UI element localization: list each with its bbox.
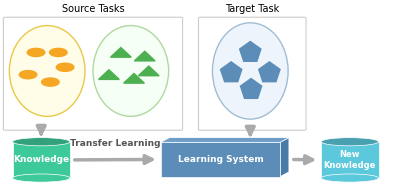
Circle shape bbox=[42, 78, 59, 86]
Text: Target Task: Target Task bbox=[225, 4, 279, 13]
Ellipse shape bbox=[321, 138, 379, 146]
Ellipse shape bbox=[12, 174, 70, 182]
Circle shape bbox=[27, 48, 45, 56]
Ellipse shape bbox=[213, 23, 288, 119]
Ellipse shape bbox=[321, 174, 379, 182]
Text: Transfer Learning: Transfer Learning bbox=[70, 139, 160, 148]
Polygon shape bbox=[241, 78, 262, 98]
Polygon shape bbox=[138, 66, 159, 76]
Polygon shape bbox=[124, 74, 144, 83]
Ellipse shape bbox=[93, 26, 169, 116]
Polygon shape bbox=[161, 138, 289, 142]
Polygon shape bbox=[240, 41, 261, 61]
Polygon shape bbox=[134, 51, 155, 61]
Ellipse shape bbox=[12, 138, 70, 146]
Polygon shape bbox=[280, 138, 289, 177]
Circle shape bbox=[50, 48, 67, 56]
Text: New
Knowledge: New Knowledge bbox=[324, 150, 376, 170]
Polygon shape bbox=[111, 48, 131, 57]
Polygon shape bbox=[99, 70, 119, 79]
Polygon shape bbox=[12, 142, 70, 178]
Polygon shape bbox=[221, 62, 242, 82]
Circle shape bbox=[19, 71, 37, 79]
Text: Source Tasks: Source Tasks bbox=[62, 4, 124, 13]
Text: Learning System: Learning System bbox=[178, 155, 263, 164]
Polygon shape bbox=[321, 142, 379, 178]
FancyBboxPatch shape bbox=[198, 17, 306, 130]
FancyBboxPatch shape bbox=[3, 17, 182, 130]
Polygon shape bbox=[161, 142, 280, 177]
Circle shape bbox=[57, 63, 74, 71]
Polygon shape bbox=[259, 62, 280, 82]
Text: Knowledge: Knowledge bbox=[13, 155, 69, 164]
Ellipse shape bbox=[9, 26, 85, 116]
